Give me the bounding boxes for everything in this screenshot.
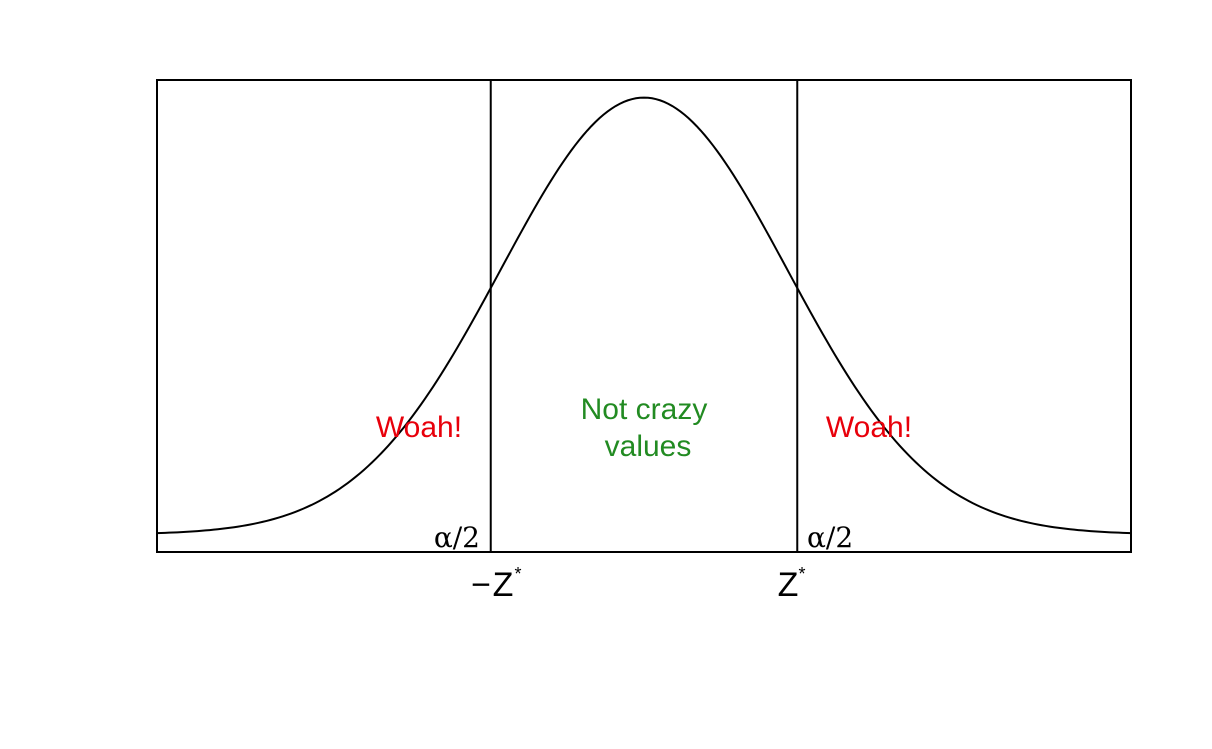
right-tail-label: Woah! (826, 411, 912, 444)
x-tick-label-upper: Z * (778, 564, 806, 604)
plot-frame (156, 79, 1132, 553)
center-label-line1: Not crazy (581, 393, 708, 426)
tick-minus: − (471, 566, 491, 604)
density-curve (156, 96, 1132, 535)
x-tick-label-lower: − Z * (471, 564, 521, 604)
left-tail-label: Woah! (376, 411, 462, 444)
tick-star: * (798, 564, 805, 584)
tick-star: * (514, 564, 521, 584)
center-label-line2: values (605, 430, 692, 463)
left-alpha-label: α/2 (434, 521, 480, 554)
tick-z: Z (493, 566, 514, 604)
tick-z: Z (778, 566, 799, 604)
right-alpha-label: α/2 (807, 521, 853, 554)
